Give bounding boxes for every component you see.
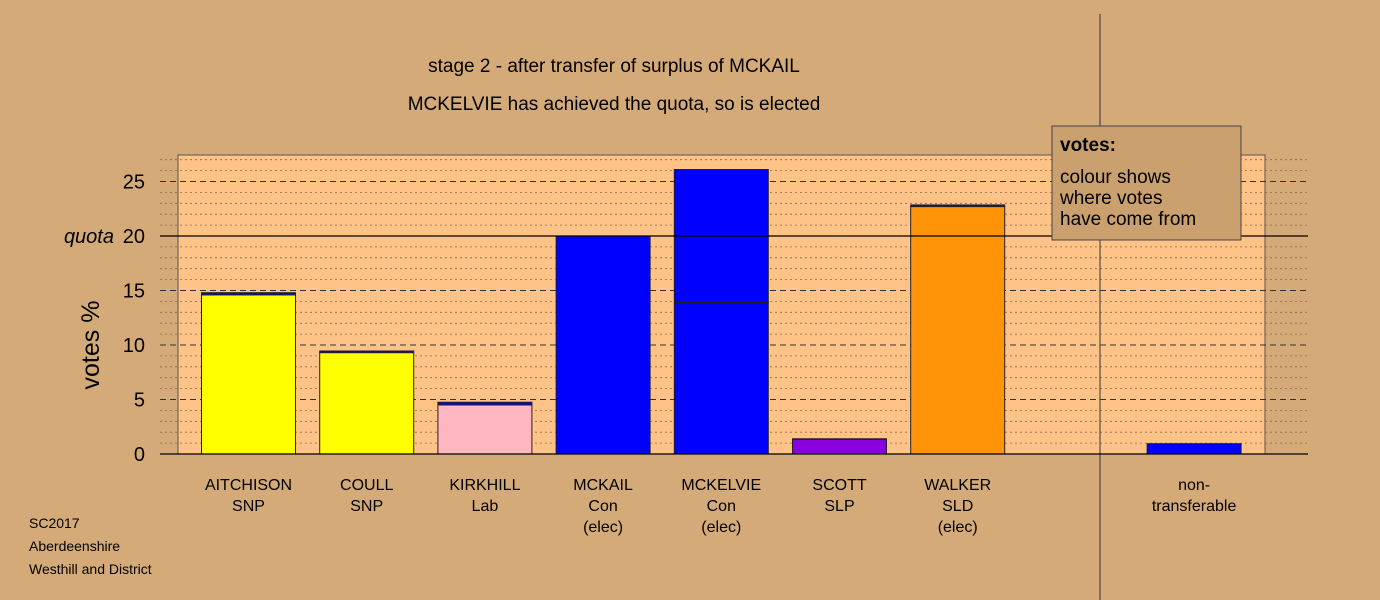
bar-segment bbox=[319, 352, 415, 455]
bar bbox=[555, 235, 651, 455]
x-tick-label: SNP bbox=[350, 498, 383, 515]
bar-segment bbox=[673, 301, 769, 455]
bar bbox=[910, 204, 1006, 455]
y-tick-label: 20 bbox=[123, 226, 145, 248]
chart-subtitle: MCKELVIE has achieved the quota, so is e… bbox=[408, 94, 821, 115]
x-tick-label: AITCHISON bbox=[205, 477, 292, 494]
y-tick-label: 10 bbox=[123, 335, 145, 357]
x-tick-label: Con bbox=[588, 498, 617, 515]
x-tick-label: (elec) bbox=[701, 519, 741, 536]
legend-line: have come from bbox=[1060, 209, 1196, 230]
bar-segment bbox=[555, 235, 651, 455]
footer: SC2017 Aberdeenshire Westhill and Distri… bbox=[29, 515, 152, 577]
bar bbox=[1146, 443, 1242, 455]
bar bbox=[792, 438, 887, 455]
footer-council: Aberdeenshire bbox=[29, 538, 120, 554]
x-tick-label: SNP bbox=[232, 498, 265, 515]
bars bbox=[201, 169, 1242, 455]
x-tick-label: Con bbox=[707, 498, 736, 515]
x-tick-label: (elec) bbox=[583, 519, 623, 536]
footer-election: SC2017 bbox=[29, 515, 80, 531]
bar-segment bbox=[437, 401, 533, 406]
x-axis: AITCHISON SNP COULL SNP KIRKHILL Lab MCKAIL Con… bbox=[205, 477, 1237, 536]
bar bbox=[437, 401, 533, 455]
legend-title: votes: bbox=[1060, 135, 1116, 156]
y-axis: 0 5 10 15 20 25 bbox=[123, 172, 145, 467]
legend-line: where votes bbox=[1059, 188, 1162, 209]
x-tick-label: transferable bbox=[1152, 498, 1237, 515]
x-tick-label: SLP bbox=[824, 498, 854, 515]
bar-segment bbox=[201, 292, 296, 296]
bar-segment bbox=[910, 206, 1006, 455]
x-tick-label: WALKER bbox=[924, 477, 991, 494]
footer-ward: Westhill and District bbox=[29, 561, 152, 577]
x-tick-label: SLD bbox=[942, 498, 973, 515]
x-tick-label: KIRKHILL bbox=[449, 477, 520, 494]
quota-label: quota bbox=[64, 226, 114, 248]
x-tick-label: MCKAIL bbox=[573, 477, 633, 494]
bar-segment bbox=[201, 294, 296, 455]
bar-segment bbox=[319, 350, 415, 354]
bar-segment bbox=[437, 404, 533, 455]
y-tick-label: 25 bbox=[123, 172, 145, 194]
bar bbox=[673, 169, 769, 455]
legend: votes: colour shows where votes have com… bbox=[1051, 125, 1242, 241]
chart-title: stage 2 - after transfer of surplus of M… bbox=[428, 56, 800, 77]
y-tick-label: 0 bbox=[134, 444, 145, 466]
bar-segment bbox=[792, 438, 887, 455]
legend-box bbox=[1051, 125, 1242, 241]
y-tick-label: 5 bbox=[134, 390, 145, 412]
x-tick-label: Lab bbox=[472, 498, 499, 515]
x-tick-label: (elec) bbox=[938, 519, 978, 536]
x-tick-label: MCKELVIE bbox=[681, 477, 761, 494]
x-tick-label: COULL bbox=[340, 477, 393, 494]
x-tick-label: SCOTT bbox=[812, 477, 866, 494]
x-tick-label: non- bbox=[1178, 477, 1210, 494]
bar bbox=[201, 292, 296, 455]
bar bbox=[319, 350, 415, 455]
y-tick-label: 15 bbox=[123, 281, 145, 303]
y-axis-label: votes % bbox=[77, 301, 105, 390]
bar-segment bbox=[792, 438, 887, 440]
bar-segment bbox=[910, 204, 1006, 208]
legend-line: colour shows bbox=[1060, 167, 1171, 188]
bar-segment bbox=[1146, 443, 1242, 455]
